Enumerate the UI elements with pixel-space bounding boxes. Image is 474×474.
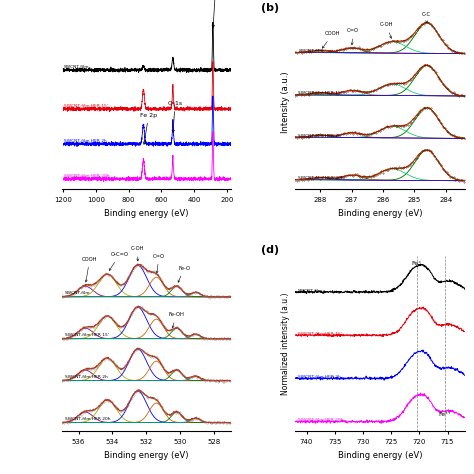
Text: C-OH: C-OH (131, 246, 145, 261)
Y-axis label: Intensity (a.u.): Intensity (a.u.) (281, 71, 290, 133)
Text: COOH: COOH (82, 257, 98, 282)
Text: (d): (d) (261, 245, 280, 255)
X-axis label: Binding energy (eV): Binding energy (eV) (104, 450, 189, 459)
Text: SWCNT-film HER 2h: SWCNT-film HER 2h (298, 134, 341, 137)
Text: SWCNT-film HER 15': SWCNT-film HER 15' (298, 332, 342, 336)
Text: Fe³⁺: Fe³⁺ (438, 412, 451, 417)
Text: SWCNT-film: SWCNT-film (65, 291, 91, 295)
X-axis label: Binding energy (eV): Binding energy (eV) (337, 209, 422, 218)
Text: O 1s: O 1s (168, 101, 182, 133)
Text: O-C=O: O-C=O (109, 252, 129, 271)
Text: (b): (b) (261, 3, 280, 13)
Text: C-OH: C-OH (380, 22, 393, 38)
Text: Fe-O: Fe-O (178, 266, 191, 282)
Text: Fe°: Fe° (411, 261, 422, 266)
Text: SWCNT-film HER 15': SWCNT-film HER 15' (298, 91, 343, 95)
Text: SWCNT-film HER 15': SWCNT-film HER 15' (65, 333, 109, 337)
Text: C-C: C-C (422, 12, 431, 23)
Text: SWCNT-film HER 2h: SWCNT-film HER 2h (298, 375, 341, 379)
Text: C=O: C=O (347, 28, 359, 45)
Text: SWCNT-film HER 2h: SWCNT-film HER 2h (65, 375, 108, 379)
Text: SWCNT-film HER 20h: SWCNT-film HER 20h (298, 419, 344, 422)
Text: SWCNT-film HER 20h: SWCNT-film HER 20h (65, 417, 110, 421)
Text: SWCNT-film: SWCNT-film (298, 289, 324, 293)
Text: SWCNT-film HER 2h: SWCNT-film HER 2h (64, 139, 106, 143)
Text: SWCNT-film HER 20h: SWCNT-film HER 20h (298, 176, 344, 180)
X-axis label: Binding energy (eV): Binding energy (eV) (104, 209, 189, 218)
Y-axis label: Normalized intensity (a.u.): Normalized intensity (a.u.) (281, 292, 290, 395)
Text: SWCNT-film HER 20h: SWCNT-film HER 20h (64, 174, 109, 178)
Text: C 1s: C 1s (209, 0, 222, 27)
Text: COOH: COOH (322, 31, 340, 48)
Text: Fe-OH: Fe-OH (168, 312, 184, 328)
Text: C=O: C=O (153, 254, 165, 273)
Text: SWCNT-film: SWCNT-film (64, 65, 89, 69)
Text: SWCNT-film HER 15': SWCNT-film HER 15' (64, 104, 108, 108)
Text: SWCNT-film: SWCNT-film (298, 49, 324, 53)
X-axis label: Binding energy (eV): Binding energy (eV) (337, 450, 422, 459)
Text: Fe 2p: Fe 2p (140, 113, 157, 144)
